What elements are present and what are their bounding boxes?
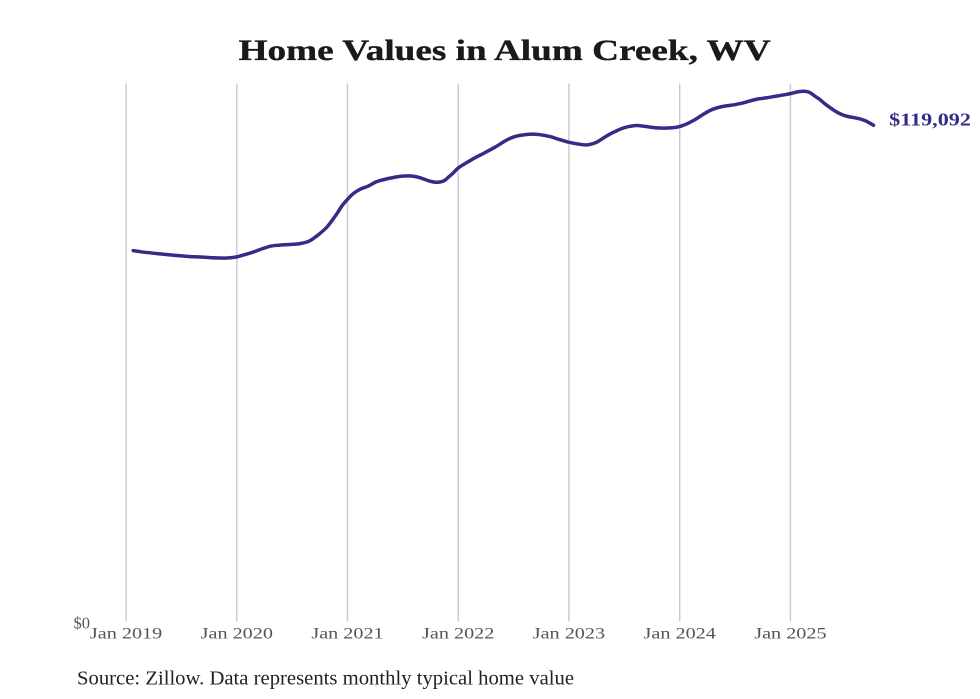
- svg-text:Jan 2023: Jan 2023: [533, 626, 605, 643]
- svg-text:Jan 2020: Jan 2020: [201, 626, 273, 643]
- svg-text:Jan 2021: Jan 2021: [311, 626, 383, 643]
- svg-text:Jan 2025: Jan 2025: [754, 626, 826, 643]
- svg-text:Jan 2022: Jan 2022: [422, 626, 494, 643]
- svg-text:$0: $0: [74, 613, 91, 632]
- svg-text:Source: Zillow. Data represent: Source: Zillow. Data represents monthly …: [77, 668, 574, 690]
- svg-text:$119,092: $119,092: [889, 109, 971, 129]
- svg-text:Jan 2024: Jan 2024: [644, 626, 716, 643]
- svg-text:Jan 2019: Jan 2019: [90, 626, 162, 643]
- svg-text:Home Values in Alum Creek, WV: Home Values in Alum Creek, WV: [239, 35, 771, 67]
